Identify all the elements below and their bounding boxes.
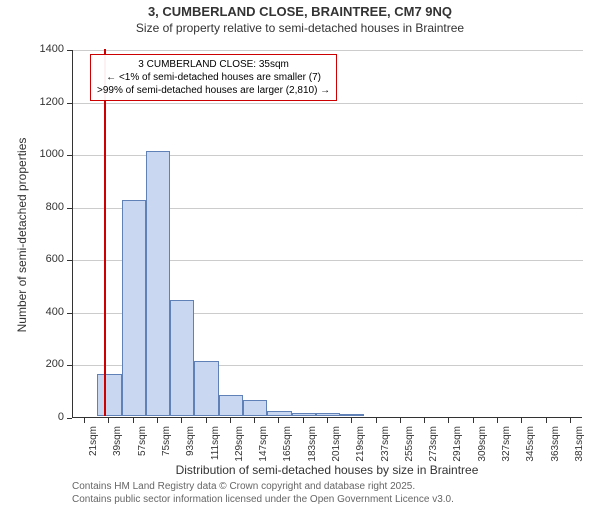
annotation-line3: >99% of semi-detached houses are larger … [97, 84, 330, 97]
y-tick-label: 400 [32, 306, 64, 318]
footer-attribution: Contains HM Land Registry data © Crown c… [72, 480, 454, 506]
histogram-bar [340, 414, 364, 416]
y-tick [67, 208, 72, 209]
annotation-line2: ← <1% of semi-detached houses are smalle… [97, 71, 330, 84]
x-tick-label: 363sqm [550, 426, 561, 474]
histogram-bar [194, 361, 218, 416]
x-tick-label: 75sqm [161, 426, 172, 474]
histogram-bar [292, 413, 316, 416]
x-tick-label: 39sqm [112, 426, 123, 474]
x-tick [157, 418, 158, 423]
histogram-bar [316, 413, 340, 416]
y-tick-label: 1200 [32, 96, 64, 108]
x-tick [327, 418, 328, 423]
x-tick-label: 237sqm [380, 426, 391, 474]
x-tick-label: 57sqm [137, 426, 148, 474]
x-tick-label: 273sqm [428, 426, 439, 474]
y-tick-label: 0 [32, 411, 64, 423]
x-tick-label: 309sqm [477, 426, 488, 474]
y-tick-label: 1000 [32, 148, 64, 160]
gridline [73, 103, 583, 104]
property-marker-line [104, 49, 106, 416]
x-tick [108, 418, 109, 423]
x-tick-label: 219sqm [355, 426, 366, 474]
histogram-bar [97, 374, 121, 416]
x-tick [133, 418, 134, 423]
x-tick [84, 418, 85, 423]
y-tick-label: 1400 [32, 43, 64, 55]
footer-line1: Contains HM Land Registry data © Crown c… [72, 480, 454, 493]
y-tick-label: 600 [32, 253, 64, 265]
chart-title-main: 3, CUMBERLAND CLOSE, BRAINTREE, CM7 9NQ [0, 4, 600, 19]
histogram-bar [243, 400, 267, 416]
chart-container: 3, CUMBERLAND CLOSE, BRAINTREE, CM7 9NQ … [0, 4, 600, 504]
histogram-bar [170, 300, 194, 416]
x-tick [570, 418, 571, 423]
y-tick-label: 800 [32, 201, 64, 213]
x-tick [424, 418, 425, 423]
x-tick [181, 418, 182, 423]
x-tick-label: 381sqm [574, 426, 585, 474]
x-tick [473, 418, 474, 423]
x-tick-label: 165sqm [282, 426, 293, 474]
y-tick [67, 365, 72, 366]
x-tick-label: 183sqm [307, 426, 318, 474]
x-tick-label: 345sqm [525, 426, 536, 474]
y-axis-title: Number of semi-detached properties [15, 115, 29, 355]
x-tick [303, 418, 304, 423]
x-tick-label: 129sqm [234, 426, 245, 474]
histogram-bar [219, 395, 243, 416]
plot-region [72, 50, 582, 418]
x-tick-label: 147sqm [258, 426, 269, 474]
x-tick [206, 418, 207, 423]
x-tick [351, 418, 352, 423]
x-tick [278, 418, 279, 423]
x-tick [376, 418, 377, 423]
y-tick [67, 103, 72, 104]
chart-plot-area [72, 50, 582, 418]
x-tick [254, 418, 255, 423]
x-tick-label: 111sqm [210, 426, 221, 474]
x-tick-label: 255sqm [404, 426, 415, 474]
x-tick-label: 201sqm [331, 426, 342, 474]
chart-title-sub: Size of property relative to semi-detach… [0, 21, 600, 35]
x-tick [546, 418, 547, 423]
x-tick [448, 418, 449, 423]
y-tick [67, 50, 72, 51]
y-tick [67, 418, 72, 419]
y-tick [67, 260, 72, 261]
y-tick-label: 200 [32, 358, 64, 370]
x-tick-label: 21sqm [88, 426, 99, 474]
x-tick [497, 418, 498, 423]
x-tick [230, 418, 231, 423]
x-tick-label: 93sqm [185, 426, 196, 474]
annotation-callout: 3 CUMBERLAND CLOSE: 35sqm ← <1% of semi-… [90, 54, 337, 101]
y-tick [67, 313, 72, 314]
gridline [73, 50, 583, 51]
histogram-bar [146, 151, 170, 416]
x-tick [521, 418, 522, 423]
x-tick [400, 418, 401, 423]
y-tick [67, 155, 72, 156]
histogram-bar [267, 411, 291, 416]
annotation-line1: 3 CUMBERLAND CLOSE: 35sqm [97, 58, 330, 71]
x-tick-label: 291sqm [452, 426, 463, 474]
histogram-bar [122, 200, 146, 416]
x-tick-label: 327sqm [501, 426, 512, 474]
